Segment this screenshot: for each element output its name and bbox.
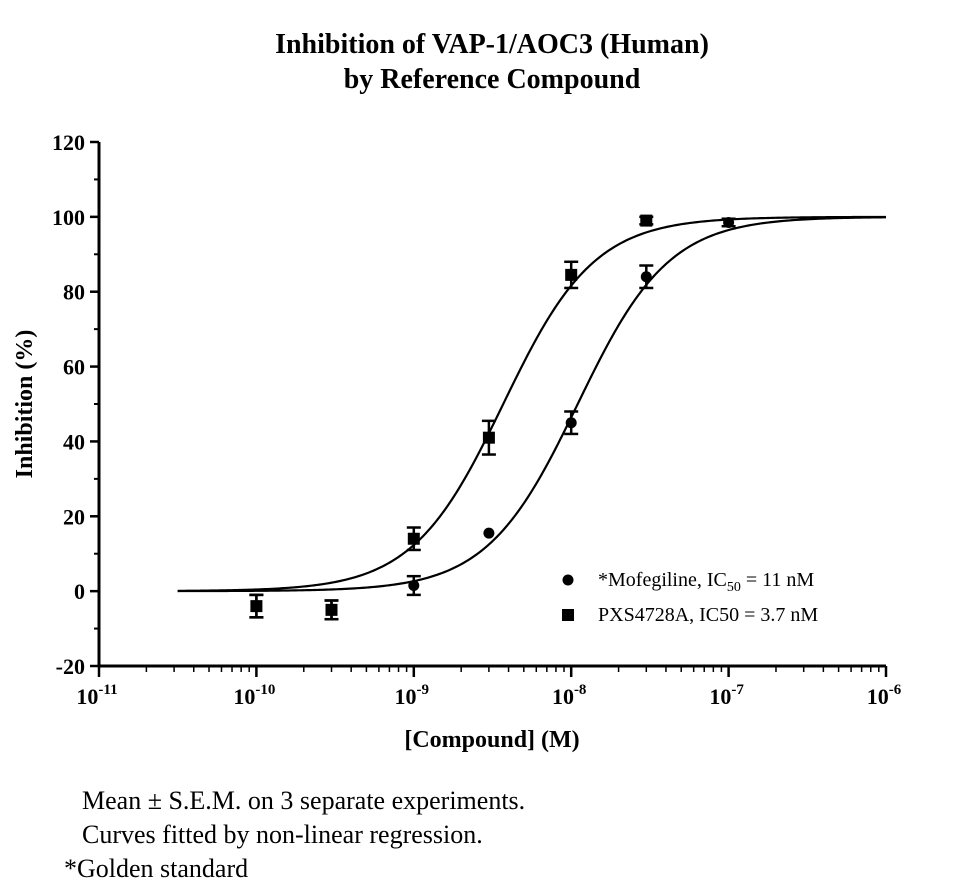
y-tick-label: 100 bbox=[52, 205, 85, 230]
chart-title-line-1: Inhibition of VAP-1/AOC3 (Human) bbox=[275, 29, 709, 60]
x-tick-label: 10-6 bbox=[867, 682, 902, 709]
footnote-golden-standard: *Golden standard bbox=[64, 854, 249, 883]
legend-label: PXS4728A, IC50 = 3.7 nM bbox=[598, 604, 818, 626]
chart-canvas: Inhibition of VAP-1/AOC3 (Human) by Refe… bbox=[12, 29, 902, 753]
data-point-circle bbox=[408, 580, 420, 592]
fit-curves bbox=[177, 215, 887, 593]
y-tick-label: 120 bbox=[52, 130, 85, 155]
y-axis-label: Inhibition (%) bbox=[12, 330, 38, 479]
axes: -20 0 20 40 60 80 100 120 10-11 10-10 10-9 10-8 10-7… bbox=[52, 130, 902, 709]
data-point-circle bbox=[565, 417, 577, 429]
y-tick-label: -20 bbox=[56, 654, 85, 679]
x-tick-label: 10-11 bbox=[76, 682, 117, 709]
data-point-circle bbox=[723, 216, 735, 228]
x-tick-label: 10-7 bbox=[709, 682, 744, 709]
legend-marker-circle bbox=[562, 574, 574, 586]
data-point-square bbox=[407, 532, 420, 545]
x-axis-label: [Compound] (M) bbox=[404, 727, 579, 753]
legend: *Mofegiline, IC50 = 11 nM PXS4728A, IC50 … bbox=[562, 569, 818, 626]
footnote-mean-sem: Mean ± S.E.M. on 3 separate experiments. bbox=[82, 786, 526, 815]
x-tick-label: 10-10 bbox=[233, 682, 275, 709]
legend-marker-square bbox=[562, 609, 574, 621]
data-point-square bbox=[250, 600, 263, 613]
chart-title-line-2: by Reference Compound bbox=[344, 64, 641, 95]
legend-label: *Mofegiline, IC50 = 11 nM bbox=[598, 569, 814, 595]
x-tick-label: 10-9 bbox=[395, 682, 430, 709]
x-tick-label: 10-8 bbox=[552, 682, 587, 709]
y-tick-label: 80 bbox=[63, 280, 85, 305]
data-point-square bbox=[640, 214, 653, 227]
y-tick-label: 20 bbox=[63, 504, 85, 529]
data-point-circle bbox=[483, 527, 495, 539]
data-points bbox=[249, 214, 736, 621]
data-point-square bbox=[565, 268, 578, 281]
fit-curve-circle bbox=[177, 216, 887, 593]
fit-curve-square bbox=[177, 215, 887, 592]
data-point-square bbox=[482, 431, 495, 444]
y-tick-label: 60 bbox=[63, 355, 85, 380]
y-tick-label: 0 bbox=[74, 579, 85, 604]
data-point-square bbox=[325, 603, 338, 616]
data-point-circle bbox=[640, 271, 652, 283]
footnote-curve-fit: Curves fitted by non-linear regression. bbox=[82, 820, 483, 849]
y-tick-label: 40 bbox=[63, 429, 85, 454]
